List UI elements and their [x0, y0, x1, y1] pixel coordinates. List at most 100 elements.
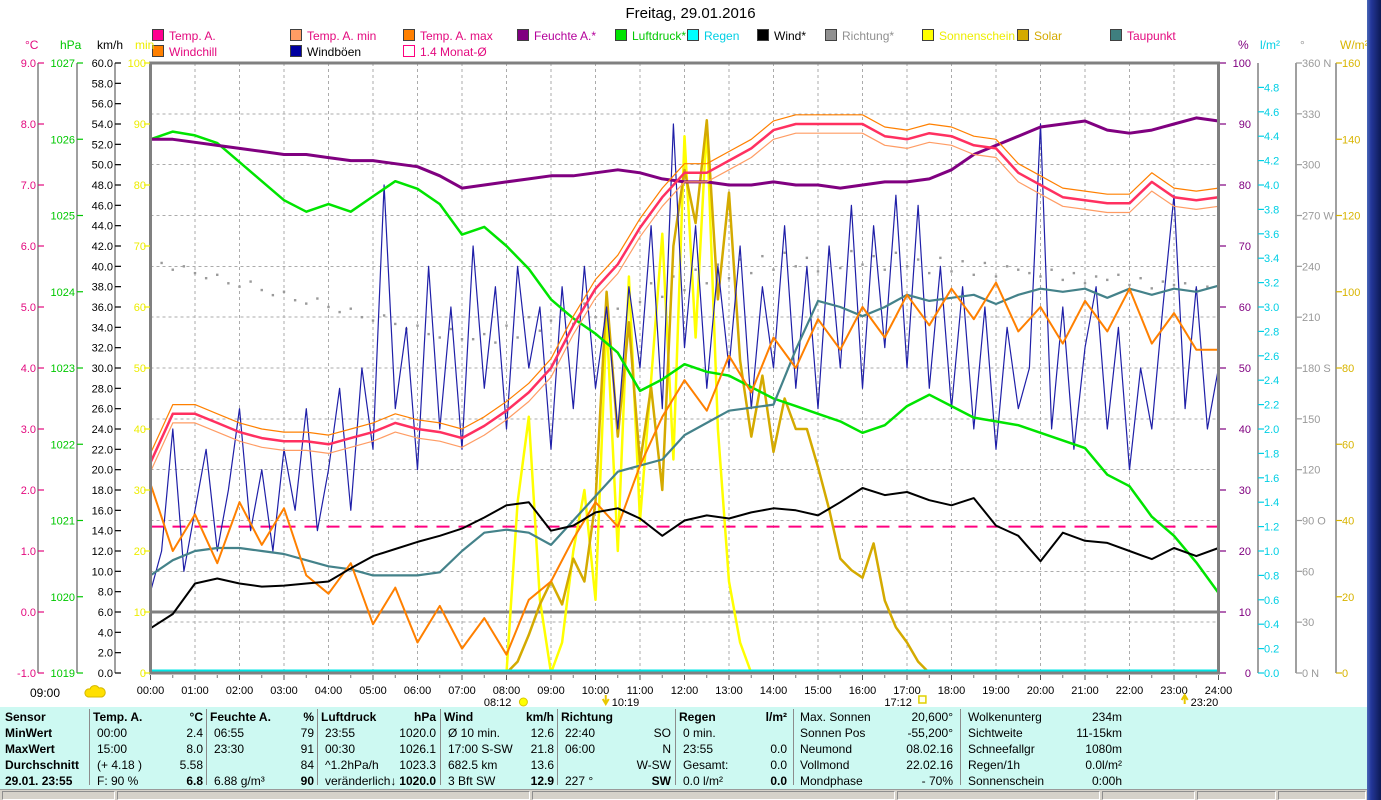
info-value: -55,200° — [907, 726, 954, 740]
legend-label: Regen — [704, 29, 740, 43]
table-col-unit: hPa — [413, 710, 436, 724]
table-value: 13.6 — [530, 758, 554, 772]
status-bar-segment — [1197, 791, 1276, 800]
table-value: 21.8 — [530, 742, 554, 756]
legend-item-solar[interactable]: Solar — [1017, 29, 1062, 43]
legend-item-sonnenschein[interactable]: Sonnenschein — [922, 29, 1015, 43]
info-label: Max. Sonnen — [800, 710, 871, 724]
table-value: SW — [651, 774, 671, 788]
svg-text:2.4: 2.4 — [1264, 375, 1279, 387]
svg-text:2.0: 2.0 — [1264, 424, 1279, 436]
svg-text:00:00: 00:00 — [137, 685, 165, 697]
svg-text:20: 20 — [1239, 546, 1251, 558]
legend-swatch-icon — [403, 29, 415, 41]
legend-item-feuchte-a-[interactable]: Feuchte A.* — [517, 29, 596, 43]
svg-text:%: % — [1238, 38, 1249, 52]
table-value-label: 23:55 — [325, 726, 356, 740]
table-col-unit: °C — [189, 710, 203, 724]
svg-text:100: 100 — [1342, 287, 1360, 299]
table-col-header: Feuchte A. — [210, 710, 271, 724]
svg-text:17:00: 17:00 — [893, 685, 921, 697]
info-value: 0:00h — [1091, 774, 1122, 788]
table-row-label: MinWert — [5, 726, 53, 740]
legend-item-taupunkt[interactable]: Taupunkt — [1110, 29, 1176, 43]
svg-text:°C: °C — [25, 38, 39, 52]
table-col-unit: km/h — [525, 710, 554, 724]
table-col-header: Temp. A. — [93, 710, 143, 724]
svg-text:07:00: 07:00 — [448, 685, 476, 697]
svg-text:km/h: km/h — [97, 38, 123, 52]
svg-text:70: 70 — [1239, 241, 1251, 253]
svg-text:2.0: 2.0 — [98, 648, 113, 660]
svg-text:04:00: 04:00 — [315, 685, 343, 697]
svg-text:03:00: 03:00 — [270, 685, 298, 697]
table-value-label: 0.0 l/m² — [683, 774, 724, 788]
table-value: 0.0 — [770, 758, 787, 772]
plot-area[interactable] — [149, 61, 1220, 675]
axis-wm2: W/m² 160 140 120 100 80 60 40 20 0 — [1335, 38, 1369, 680]
svg-text:12:00: 12:00 — [671, 685, 699, 697]
svg-text:10:00: 10:00 — [582, 685, 610, 697]
table-value: 1023.3 — [399, 758, 436, 772]
legend-item-luftdruck-[interactable]: Luftdruck* — [615, 29, 686, 43]
svg-text:06:00: 06:00 — [404, 685, 432, 697]
legend-item-windchill[interactable]: Windchill — [152, 45, 217, 59]
svg-text:0.0: 0.0 — [21, 607, 36, 619]
svg-text:7.0: 7.0 — [21, 180, 36, 192]
info-label: Sonnenschein — [968, 774, 1045, 788]
svg-text:20: 20 — [134, 546, 146, 558]
legend-item-regen[interactable]: Regen — [687, 29, 740, 43]
legend-item-richtung-[interactable]: Richtung* — [825, 29, 894, 43]
legend-item-windb-en[interactable]: Windböen — [290, 45, 361, 59]
svg-text:08:12: 08:12 — [484, 697, 512, 707]
svg-text:4.0: 4.0 — [1264, 180, 1279, 192]
legend-item-1-4-monat-[interactable]: 1.4 Monat-Ø — [403, 45, 487, 59]
table-value-label: Gesamt: — [683, 758, 729, 772]
legend-label: Taupunkt — [1127, 29, 1176, 43]
table-value-label: veränderlich↓ — [325, 774, 397, 788]
svg-text:16.0: 16.0 — [92, 505, 113, 517]
svg-text:23:00: 23:00 — [1160, 685, 1188, 697]
svg-text:0.2: 0.2 — [1264, 644, 1279, 656]
legend-label: Temp. A. min — [307, 29, 377, 43]
table-value: 12.9 — [530, 774, 554, 788]
svg-text:30.0: 30.0 — [92, 363, 113, 375]
info-label: Mondphase — [800, 774, 863, 788]
table-value: SO — [653, 726, 671, 740]
cloud-icon — [84, 685, 106, 698]
svg-text:2.2: 2.2 — [1264, 400, 1279, 412]
legend-swatch-icon — [687, 29, 699, 41]
table-value-label: 06:55 — [214, 726, 245, 740]
svg-text:1.0: 1.0 — [21, 546, 36, 558]
legend-item-temp-a-min[interactable]: Temp. A. min — [290, 29, 377, 43]
svg-text:1.6: 1.6 — [1264, 473, 1279, 485]
svg-text:80: 80 — [1342, 363, 1354, 375]
svg-text:14:00: 14:00 — [760, 685, 788, 697]
legend-item-temp-a-[interactable]: Temp. A. — [152, 29, 216, 43]
svg-text:2.8: 2.8 — [1264, 326, 1279, 338]
svg-text:100: 100 — [128, 58, 146, 70]
svg-text:22:00: 22:00 — [1116, 685, 1144, 697]
svg-text:1024: 1024 — [51, 287, 75, 299]
table-divider — [960, 709, 961, 785]
table-value-label: 00:00 — [97, 726, 128, 740]
table-value-label: F: 90 % — [97, 774, 139, 788]
table-value-label: 23:30 — [214, 742, 245, 756]
svg-text:24.0: 24.0 — [92, 424, 113, 436]
svg-text:4.0: 4.0 — [21, 363, 36, 375]
info-value: 20,600° — [911, 710, 953, 724]
table-value: 91 — [300, 742, 314, 756]
svg-text:50: 50 — [134, 363, 146, 375]
legend-item-temp-a-max[interactable]: Temp. A. max — [403, 29, 493, 43]
info-value: 0.0l/m² — [1085, 758, 1122, 772]
svg-text:60: 60 — [134, 302, 146, 314]
svg-text:60: 60 — [1302, 566, 1314, 578]
svg-text:3.2: 3.2 — [1264, 278, 1279, 290]
legend-item-wind-[interactable]: Wind* — [757, 29, 806, 43]
svg-text:0.0: 0.0 — [98, 668, 113, 680]
legend-swatch-icon — [825, 29, 837, 41]
status-bar-segment — [532, 791, 895, 800]
